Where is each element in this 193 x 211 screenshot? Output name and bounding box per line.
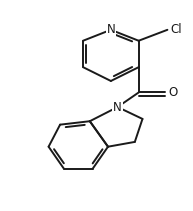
Text: Cl: Cl [170,23,182,36]
Text: O: O [168,86,178,99]
Text: N: N [113,100,122,114]
Text: N: N [107,23,115,36]
